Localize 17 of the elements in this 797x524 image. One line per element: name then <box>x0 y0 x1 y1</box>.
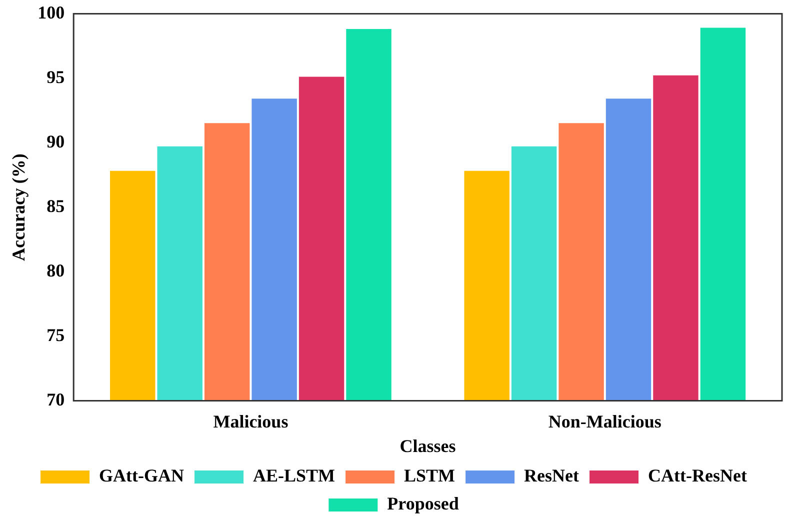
legend-label: AE-LSTM <box>253 466 336 486</box>
y-tick-label: 75 <box>46 324 65 345</box>
legend-label: GAtt-GAN <box>99 466 184 486</box>
legend-label: Proposed <box>387 494 459 514</box>
y-axis-title: Accuracy (%) <box>8 154 28 262</box>
legend-label: LSTM <box>404 466 456 486</box>
y-tick-label: 95 <box>46 66 65 87</box>
x-tick-label: Non-Malicious <box>548 411 662 432</box>
x-axis-title: Classes <box>400 436 456 456</box>
y-tick-label: 80 <box>46 260 65 280</box>
legend-label: CAtt-ResNet <box>648 466 747 486</box>
y-tick-label: 90 <box>46 131 65 152</box>
y-tick-label: 70 <box>46 389 65 410</box>
y-tick-label: 100 <box>38 2 65 22</box>
legend-label: ResNet <box>524 466 580 486</box>
y-tick-label: 85 <box>46 196 65 216</box>
x-tick-label: Malicious <box>213 411 288 432</box>
